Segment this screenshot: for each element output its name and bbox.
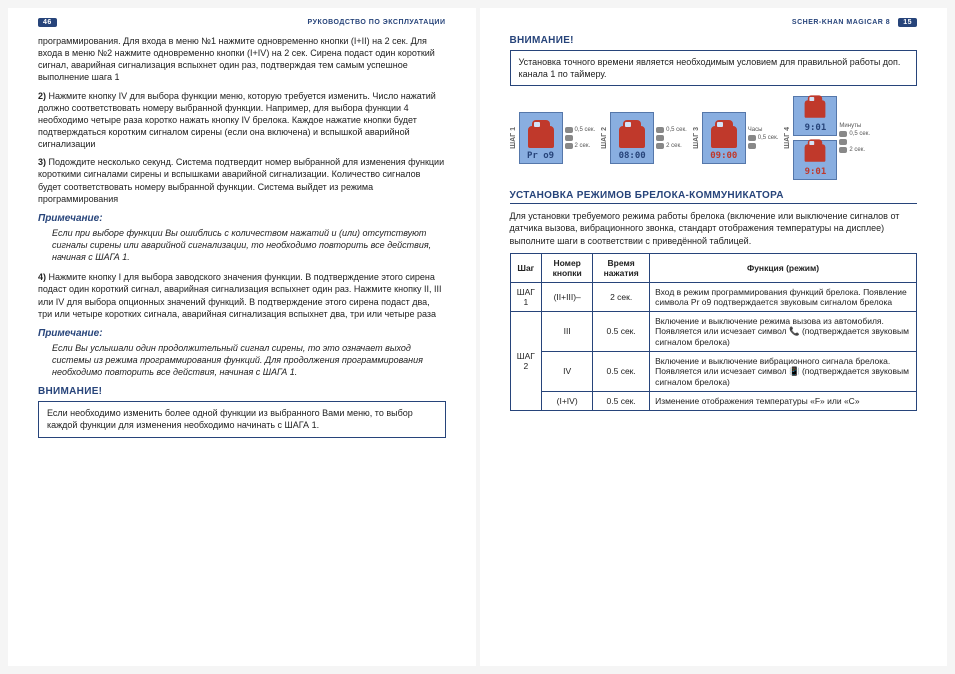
right-page: SCHER-KHAN MAGICAR 8 15 ВНИМАНИЕ! Устано…: [480, 8, 948, 666]
table-row: ШАГ 1 (II+III)– 2 сек. Вход в режим прог…: [510, 282, 917, 311]
step-4: ШАГ 4 9:01 9:01 Минуты 0,5 сек. 2 сек.: [784, 96, 870, 180]
car-icon: [805, 100, 826, 118]
steps-diagram: ШАГ 1 Pr o9 0,5 сек. 2 сек. ШАГ 2 08:00 …: [510, 96, 918, 180]
th-step: Шаг: [510, 253, 542, 282]
lcd-1: Pr o9: [519, 112, 563, 164]
lcd-4: 9:01: [793, 96, 837, 136]
car-icon: [528, 126, 554, 148]
left-header: 46 РУКОВОДСТВО ПО ЭКСПЛУАТАЦИИ: [38, 18, 446, 27]
para-3: 3) Подождите несколько секунд. Система п…: [38, 156, 446, 205]
step-1: ШАГ 1 Pr o9 0,5 сек. 2 сек.: [510, 112, 596, 164]
para-2: 2) Нажмите кнопку IV для выбора функции …: [38, 90, 446, 151]
step-3: ШАГ 3 09:00 Часы 0,5 сек.: [693, 112, 779, 164]
table-row: IV 0.5 сек. Включение и выключение вибра…: [510, 351, 917, 391]
step-2: ШАГ 2 08:00 0,5 сек. 2 сек.: [601, 112, 687, 164]
section-intro: Для установки требуемого режима работы б…: [510, 210, 918, 246]
section-title: УСТАНОВКА РЕЖИМОВ БРЕЛОКА-КОММУНИКАТОРА: [510, 190, 918, 204]
step-3-icons: Часы 0,5 сек.: [748, 127, 779, 149]
table-row: ШАГ 2 III 0.5 сек. Включение и выключени…: [510, 311, 917, 351]
th-time: Время нажатия: [593, 253, 650, 282]
car-icon: [805, 144, 826, 162]
lcd-2: 08:00: [610, 112, 654, 164]
header-title-right: SCHER-KHAN MAGICAR 8: [792, 19, 890, 26]
step-1-icons: 0,5 сек. 2 сек.: [565, 127, 596, 149]
attention-box-right: Установка точного времени является необх…: [510, 50, 918, 86]
lcd-5: 9:01: [793, 140, 837, 180]
th-btn: Номер кнопки: [542, 253, 593, 282]
attention-label-left: ВНИМАНИЕ!: [38, 386, 446, 397]
para-1: программирования. Для входа в меню №1 на…: [38, 35, 446, 84]
attention-label-right: ВНИМАНИЕ!: [510, 35, 918, 46]
page-num-right: 15: [898, 18, 917, 27]
note-2-text: Если Вы услышали один продолжительный си…: [52, 342, 446, 378]
note-1-text: Если при выборе функции Вы ошиблись с ко…: [52, 227, 446, 263]
attention-box-left: Если необходимо изменить более одной фун…: [38, 401, 446, 437]
modes-table: Шаг Номер кнопки Время нажатия Функция (…: [510, 253, 918, 411]
lcd-3: 09:00: [702, 112, 746, 164]
para-4: 4) Нажмите кнопку I для выбора заводског…: [38, 271, 446, 320]
note-1-label: Примечание:: [38, 213, 446, 224]
step-2-icons: 0,5 сек. 2 сек.: [656, 127, 687, 149]
car-icon: [711, 126, 737, 148]
car-icon: [619, 126, 645, 148]
th-func: Функция (режим): [650, 253, 917, 282]
left-page: 46 РУКОВОДСТВО ПО ЭКСПЛУАТАЦИИ программи…: [8, 8, 476, 666]
page-num-left: 46: [38, 18, 57, 27]
note-2-label: Примечание:: [38, 328, 446, 339]
right-header: SCHER-KHAN MAGICAR 8 15: [510, 18, 918, 27]
step-4-icons: Минуты 0,5 сек. 2 сек.: [839, 123, 870, 153]
header-title-left: РУКОВОДСТВО ПО ЭКСПЛУАТАЦИИ: [308, 19, 446, 26]
table-row: (I+IV) 0.5 сек. Изменение отображения те…: [510, 391, 917, 410]
